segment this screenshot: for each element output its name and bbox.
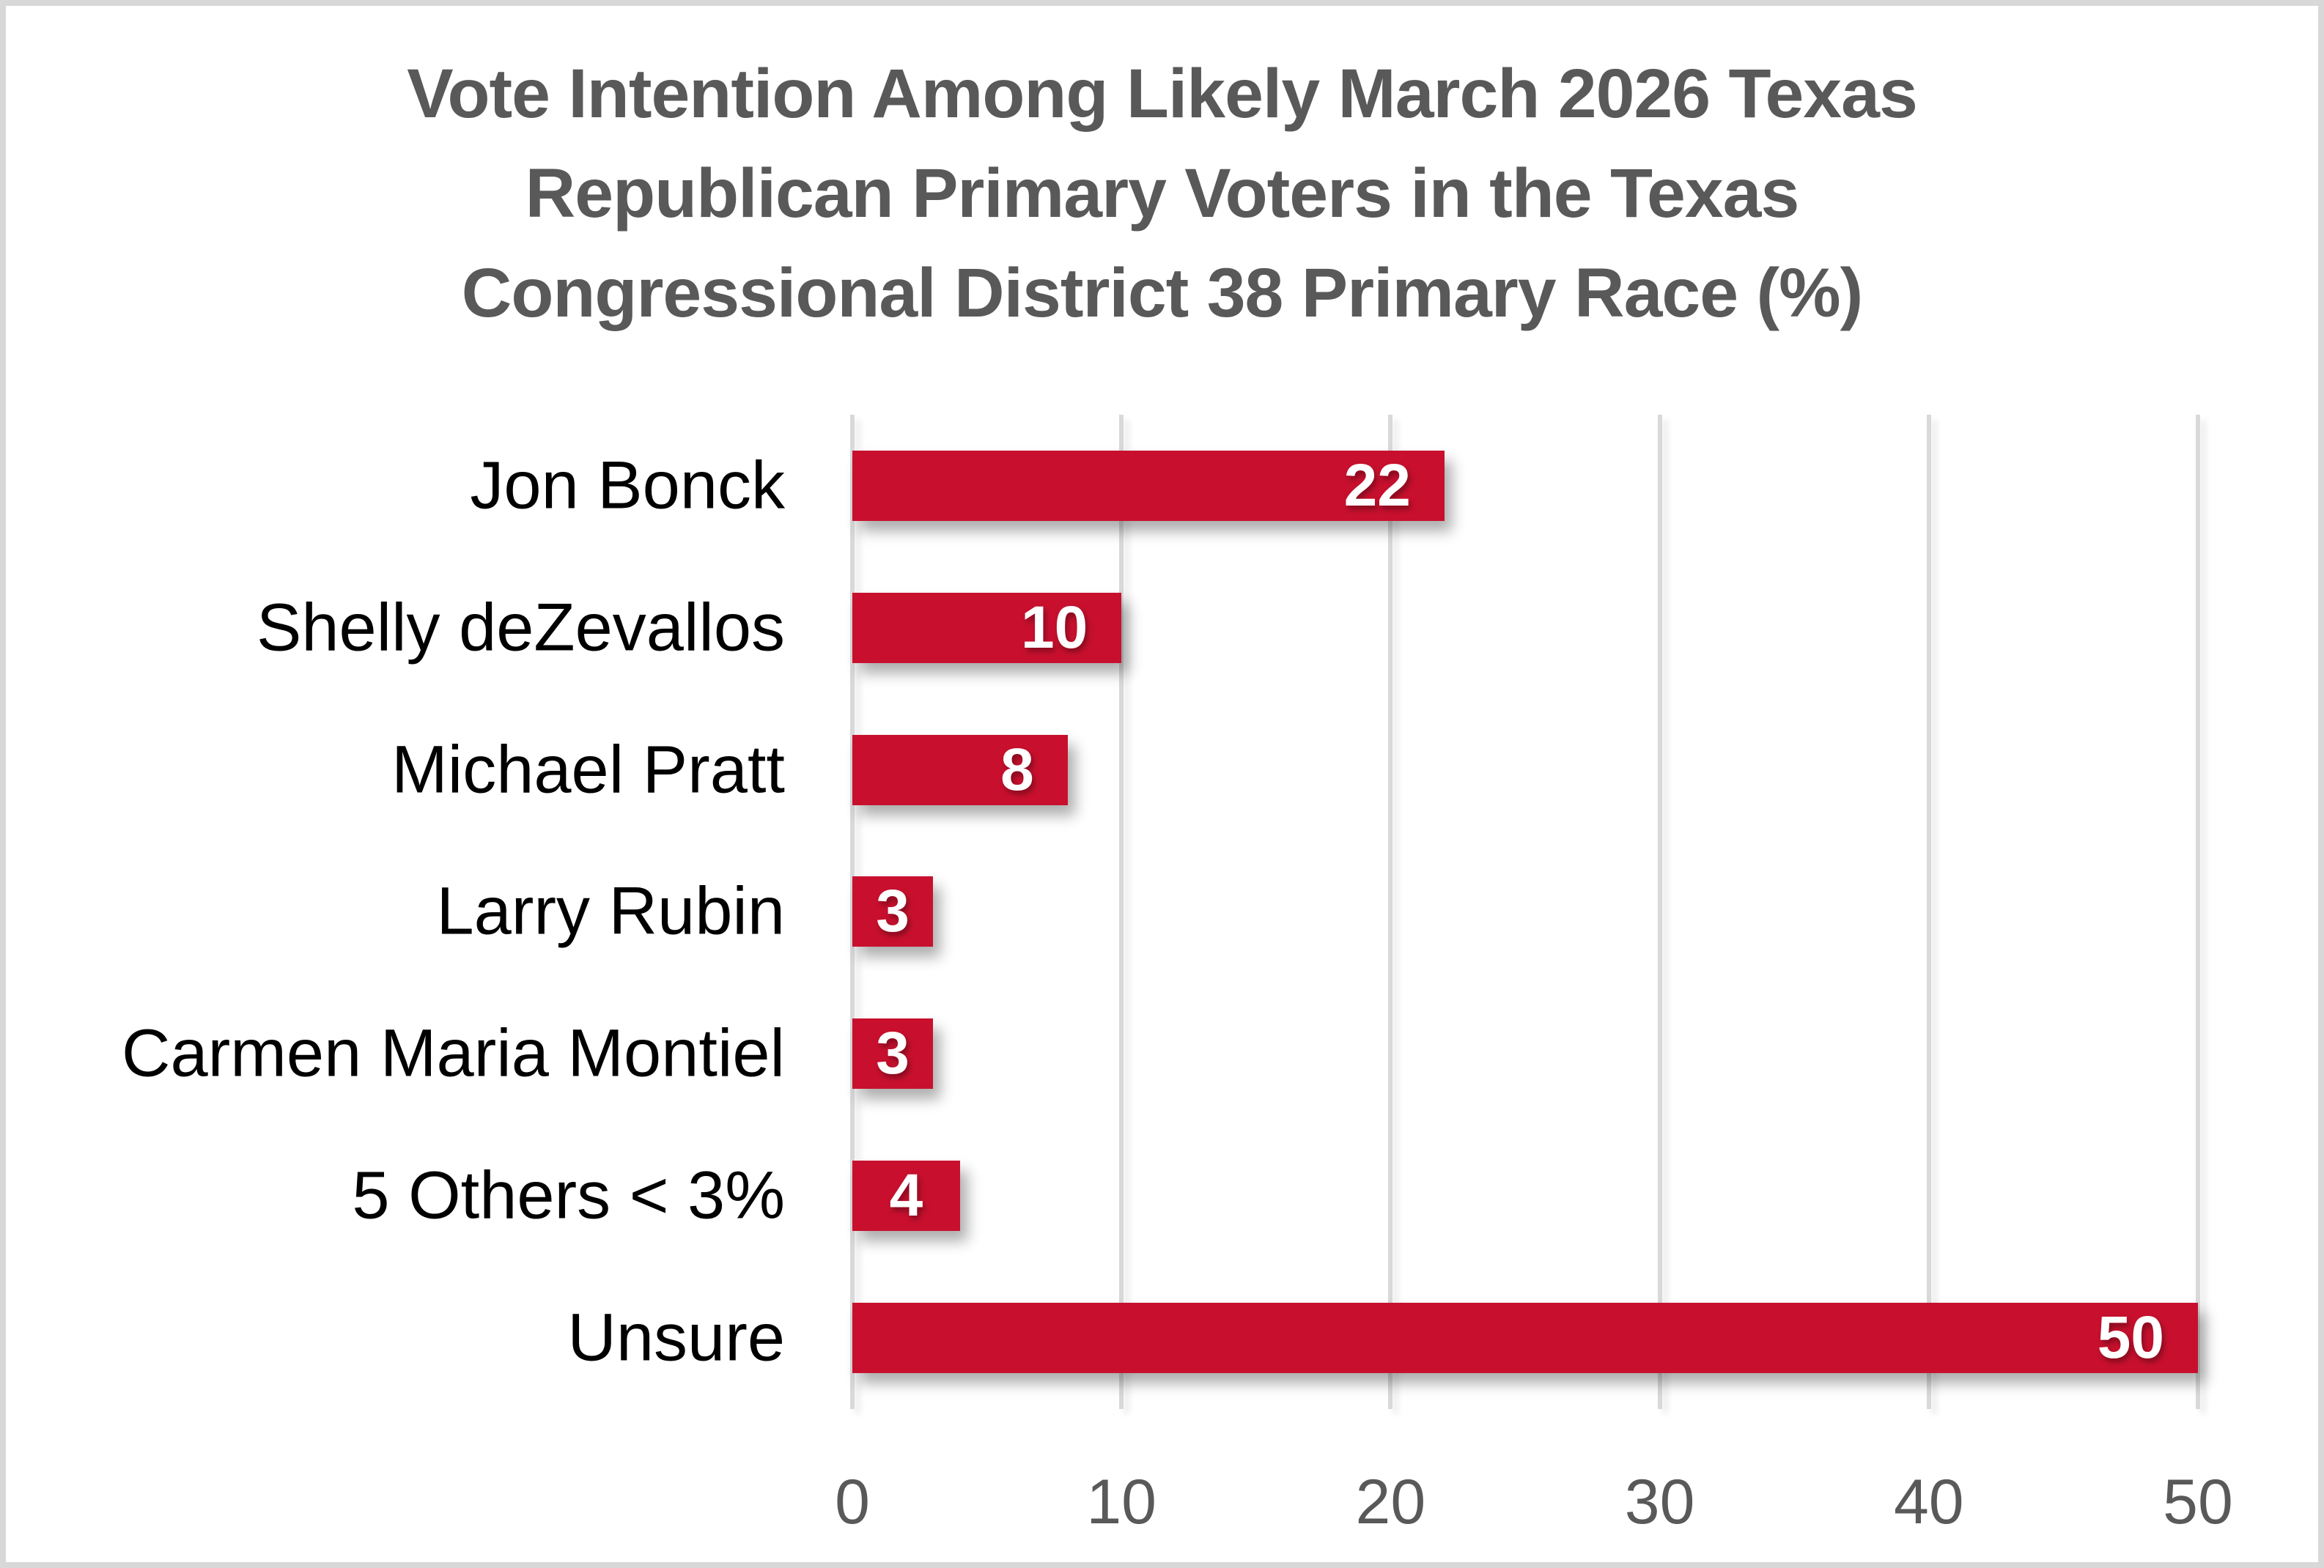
chart-title-line-2: Republican Primary Voters in the Texas bbox=[525, 155, 1800, 232]
x-axis-tick-label-50: 50 bbox=[2163, 1467, 2233, 1537]
x-axis-tick-label-30: 30 bbox=[1624, 1467, 1695, 1537]
value-label: 3 bbox=[876, 1020, 910, 1087]
gridline-30 bbox=[1657, 415, 1662, 1409]
category-label: Carmen Maria Montiel bbox=[122, 1016, 785, 1091]
x-axis-tick-label-40: 40 bbox=[1893, 1467, 1964, 1537]
chart-title-line-1: Vote Intention Among Likely March 2026 T… bbox=[407, 55, 1918, 133]
bar-row-5: Carmen Maria Montiel 3 bbox=[122, 983, 2198, 1125]
bar: 50 bbox=[852, 1303, 2198, 1374]
plot-area: 0 10 20 30 40 50 Jon Bonck 22 Shelly deZevallos 1… bbox=[122, 415, 2233, 1537]
category-label: Jon Bonck bbox=[470, 448, 785, 523]
bar-row-1: Jon Bonck 22 bbox=[470, 415, 2198, 557]
bar-row-7: Unsure 50 bbox=[567, 1267, 2198, 1409]
bar-row-4: Larry Rubin 3 bbox=[436, 841, 2198, 983]
bar: 8 bbox=[852, 734, 1068, 805]
bar-row-6: 5 Others < 3% 4 bbox=[352, 1125, 2198, 1267]
gridline-20 bbox=[1388, 415, 1393, 1409]
bar: 22 bbox=[852, 450, 1445, 521]
value-label: 3 bbox=[876, 878, 910, 945]
chart-title: Vote Intention Among Likely March 2026 T… bbox=[6, 44, 2318, 343]
bar: 4 bbox=[852, 1161, 960, 1232]
bar: 3 bbox=[852, 876, 934, 947]
gridline-50 bbox=[2196, 415, 2200, 1409]
value-label: 8 bbox=[1000, 736, 1034, 803]
category-label: 5 Others < 3% bbox=[352, 1158, 785, 1233]
x-axis-tick-label-0: 0 bbox=[835, 1467, 870, 1537]
value-label: 10 bbox=[1020, 593, 1088, 661]
bar: 3 bbox=[852, 1018, 934, 1090]
category-label: Larry Rubin bbox=[436, 873, 785, 949]
value-label: 4 bbox=[889, 1162, 923, 1229]
bar-row-2: Shelly deZevallos 10 bbox=[257, 557, 2198, 699]
bar-row-3: Michael Pratt 8 bbox=[391, 699, 2198, 841]
category-label: Michael Pratt bbox=[391, 732, 785, 807]
category-label: Shelly deZevallos bbox=[256, 590, 785, 665]
value-label: 22 bbox=[1343, 451, 1411, 519]
bar: 10 bbox=[852, 592, 1122, 663]
gridline-10 bbox=[1119, 415, 1124, 1409]
chart-title-line-3: Congressional District 38 Primary Race (… bbox=[461, 254, 1863, 332]
gridline-40 bbox=[1926, 415, 1931, 1409]
x-axis-tick-label-10: 10 bbox=[1086, 1467, 1157, 1537]
value-label: 50 bbox=[2097, 1304, 2164, 1372]
x-axis-tick-label-20: 20 bbox=[1355, 1467, 1426, 1537]
category-label: Unsure bbox=[567, 1300, 785, 1375]
